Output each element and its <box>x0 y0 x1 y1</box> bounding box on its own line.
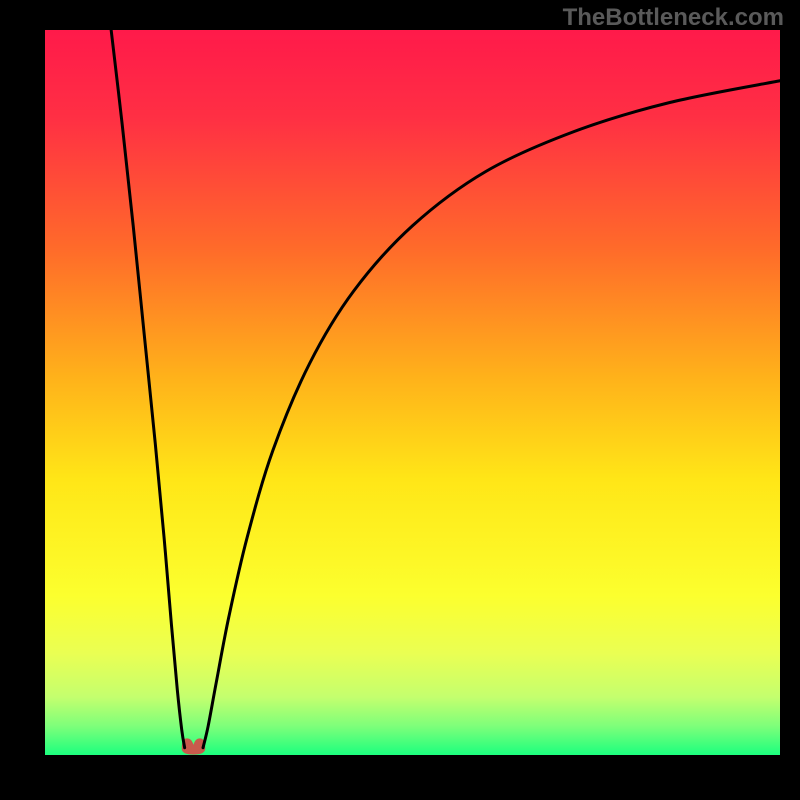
plot-background <box>45 30 780 755</box>
watermark-text: TheBottleneck.com <box>563 4 784 32</box>
chart-container: TheBottleneck.com <box>0 0 800 800</box>
chart-svg <box>0 0 800 800</box>
